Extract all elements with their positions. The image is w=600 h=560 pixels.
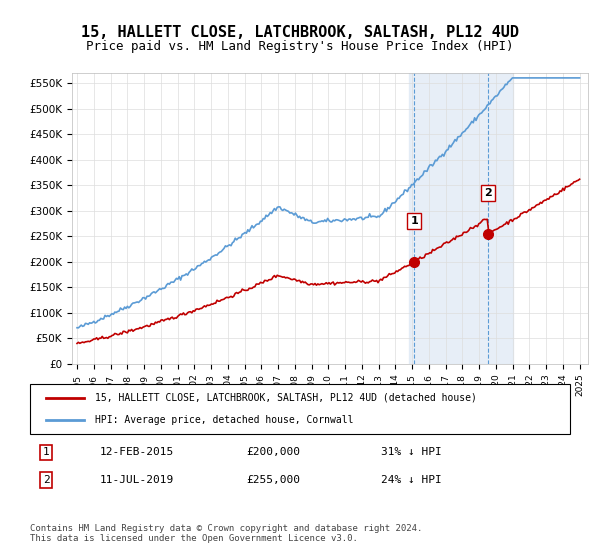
Text: 2: 2 <box>484 188 492 198</box>
Bar <box>409 73 512 364</box>
Text: Price paid vs. HM Land Registry's House Price Index (HPI): Price paid vs. HM Land Registry's House … <box>86 40 514 53</box>
Text: 31% ↓ HPI: 31% ↓ HPI <box>381 447 442 458</box>
Text: 1: 1 <box>410 216 418 226</box>
Text: Contains HM Land Registry data © Crown copyright and database right 2024.
This d: Contains HM Land Registry data © Crown c… <box>30 524 422 543</box>
Text: £200,000: £200,000 <box>246 447 300 458</box>
Text: 15, HALLETT CLOSE, LATCHBROOK, SALTASH, PL12 4UD: 15, HALLETT CLOSE, LATCHBROOK, SALTASH, … <box>81 25 519 40</box>
Text: 15, HALLETT CLOSE, LATCHBROOK, SALTASH, PL12 4UD (detached house): 15, HALLETT CLOSE, LATCHBROOK, SALTASH, … <box>95 393 476 403</box>
Text: 12-FEB-2015: 12-FEB-2015 <box>100 447 175 458</box>
Text: HPI: Average price, detached house, Cornwall: HPI: Average price, detached house, Corn… <box>95 415 353 425</box>
Text: 2: 2 <box>43 475 50 485</box>
Text: 24% ↓ HPI: 24% ↓ HPI <box>381 475 442 485</box>
Text: 11-JUL-2019: 11-JUL-2019 <box>100 475 175 485</box>
FancyBboxPatch shape <box>30 384 570 434</box>
Text: 1: 1 <box>43 447 50 458</box>
Text: £255,000: £255,000 <box>246 475 300 485</box>
